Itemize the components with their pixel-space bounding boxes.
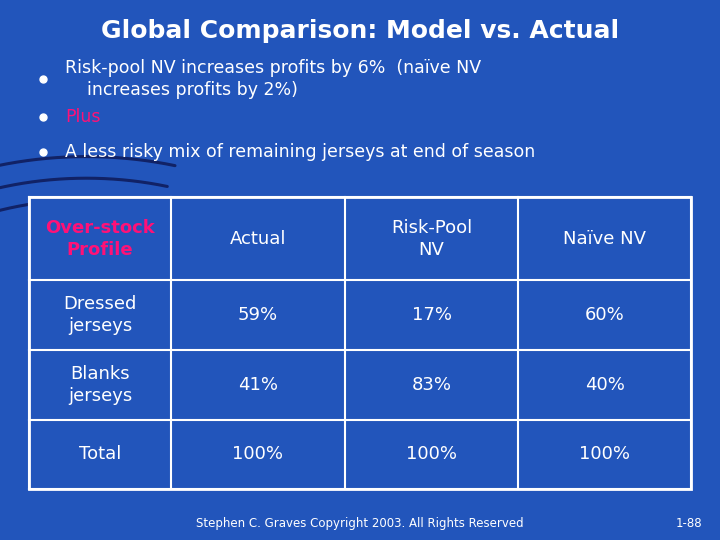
Text: 100%: 100% — [406, 446, 457, 463]
Text: Dressed
jerseys: Dressed jerseys — [63, 295, 137, 335]
Text: 17%: 17% — [412, 306, 451, 324]
Text: 100%: 100% — [580, 446, 630, 463]
Text: 60%: 60% — [585, 306, 625, 324]
Text: 59%: 59% — [238, 306, 278, 324]
Text: Blanks
jerseys: Blanks jerseys — [68, 365, 132, 406]
Text: Risk-pool NV increases profits by 6%  (naïve NV
    increases profits by 2%): Risk-pool NV increases profits by 6% (na… — [65, 59, 481, 99]
Text: Actual: Actual — [230, 230, 287, 248]
Text: Plus: Plus — [65, 108, 100, 126]
Text: Risk-Pool
NV: Risk-Pool NV — [391, 219, 472, 259]
Text: 41%: 41% — [238, 376, 278, 394]
Text: Stephen C. Graves Copyright 2003. All Rights Reserved: Stephen C. Graves Copyright 2003. All Ri… — [196, 517, 524, 530]
Text: Over-stock
Profile: Over-stock Profile — [45, 219, 155, 259]
Text: A less risky mix of remaining jerseys at end of season: A less risky mix of remaining jerseys at… — [65, 143, 535, 161]
Text: Naïve NV: Naïve NV — [563, 230, 647, 248]
FancyBboxPatch shape — [29, 197, 691, 489]
Text: Total: Total — [78, 446, 121, 463]
Text: 1-88: 1-88 — [675, 517, 702, 530]
Text: 83%: 83% — [412, 376, 451, 394]
Text: 100%: 100% — [233, 446, 284, 463]
Text: Global Comparison: Model vs. Actual: Global Comparison: Model vs. Actual — [101, 19, 619, 43]
Text: 40%: 40% — [585, 376, 625, 394]
